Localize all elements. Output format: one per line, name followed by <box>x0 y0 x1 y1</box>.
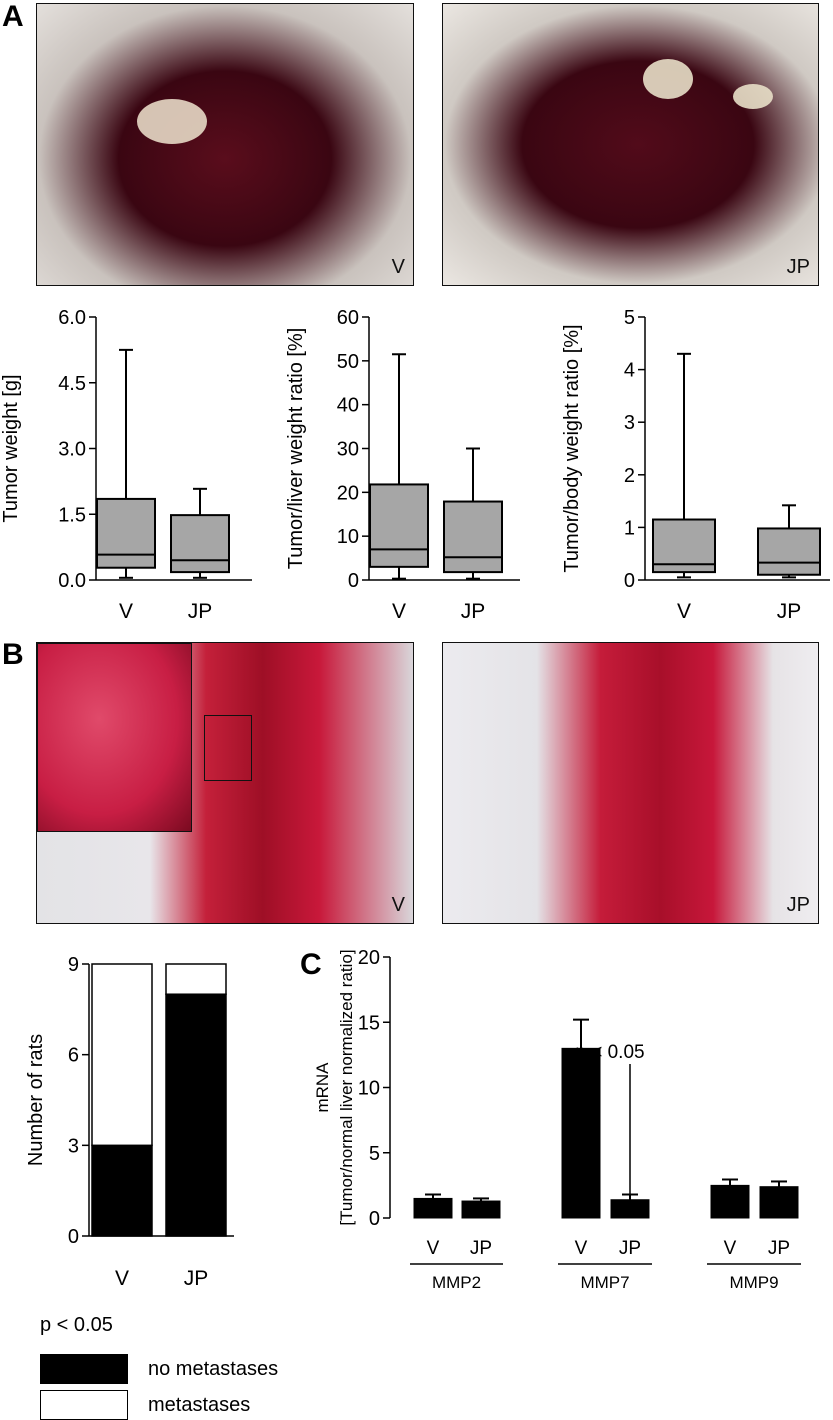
y-axis-label: Number of rats <box>25 1034 47 1166</box>
y-axis-label: Tumor/body weight ratio [%] <box>561 324 583 572</box>
y-tick-label: 3 <box>624 412 635 434</box>
legend-label: no metastases <box>148 1357 279 1380</box>
bar <box>610 1199 650 1219</box>
box <box>443 500 503 574</box>
x-tick-label: JP <box>188 600 213 623</box>
y-tick-label: 10 <box>358 1078 380 1100</box>
y-tick-label: 4 <box>624 360 635 382</box>
y-tick-label: 0.0 <box>58 570 86 592</box>
x-tick-label: JP <box>470 1238 492 1259</box>
group-label: MMP7 <box>580 1273 629 1292</box>
x-tick-label: JP <box>461 600 486 623</box>
x-tick-label: V <box>119 600 133 623</box>
stack-segment <box>165 993 227 1237</box>
y-tick-label: 4.5 <box>58 373 86 395</box>
y-tick-label: 30 <box>337 439 359 461</box>
y-tick-label: 40 <box>337 395 359 417</box>
photo-label: JP <box>786 256 810 278</box>
y-tick-label: 0 <box>369 1208 380 1230</box>
y-tick-label: 6 <box>68 1045 79 1067</box>
stack-segment <box>165 963 227 995</box>
legend-swatch <box>40 1390 128 1420</box>
x-tick-label: JP <box>184 1267 209 1290</box>
box <box>757 527 821 576</box>
bar <box>461 1200 501 1219</box>
y-tick-label: 9 <box>68 954 79 976</box>
x-tick-label: JP <box>619 1238 641 1259</box>
y-tick-label: 2 <box>624 465 635 487</box>
liver-photo-jp: JP <box>442 3 819 286</box>
box-chart-tumor-body-ratio: 0 1 2 3 4 5 Tumor/body weight ratio [%] V JP <box>561 307 830 623</box>
bar <box>413 1197 453 1219</box>
liver-photo-vehicle: V <box>36 3 414 286</box>
y-tick-label: 1 <box>624 517 635 539</box>
y-tick-label: 20 <box>358 947 380 969</box>
box-chart-tumor-weight: 0.0 1.5 3.0 4.5 6.0 Tumor weight [g] V JP <box>0 307 252 623</box>
significance-label: p < 0.05 <box>575 1042 644 1063</box>
panel-letter-c: C <box>300 948 322 981</box>
thorax-photo-jp: JP <box>442 642 819 924</box>
panel-letter-b: B <box>2 638 24 671</box>
photo-label: JP <box>786 894 810 916</box>
x-tick-label: JP <box>777 600 802 623</box>
y-tick-label: 10 <box>337 526 359 548</box>
y-axis-label: [Tumor/normal liver normalized ratio] <box>337 949 356 1225</box>
y-tick-label: 6.0 <box>58 307 86 329</box>
stack-segment <box>91 963 153 1147</box>
bar <box>710 1184 750 1219</box>
stack-segment <box>91 1144 153 1237</box>
group-label: MMP2 <box>432 1273 481 1292</box>
y-tick-label: 5 <box>369 1143 380 1165</box>
group-label: MMP9 <box>729 1273 778 1292</box>
y-tick-label: 3.0 <box>58 439 86 461</box>
stacked-bar-chart-rats: 0 3 6 9 Number of rats V JP <box>25 954 234 1290</box>
inset-zoom <box>37 643 192 832</box>
x-tick-label: V <box>392 600 406 623</box>
y-tick-label: 5 <box>624 307 635 329</box>
y-tick-label: 0 <box>348 570 359 592</box>
box-chart-tumor-liver-ratio: 0 10 20 30 40 50 60 Tumor/liver weight ratio [%… <box>285 307 520 623</box>
y-tick-label: 0 <box>68 1226 79 1248</box>
x-tick-label: JP <box>768 1238 790 1259</box>
box <box>369 483 429 568</box>
legend-item-no-metastases: no metastases <box>40 1354 278 1384</box>
box <box>170 514 230 574</box>
y-tick-label: 0 <box>624 570 635 592</box>
y-tick-label: 15 <box>358 1012 380 1034</box>
photo-label: V <box>391 256 405 278</box>
legend-label: metastases <box>148 1393 251 1416</box>
x-tick-label: V <box>575 1238 588 1259</box>
x-tick-label: V <box>427 1238 440 1259</box>
thorax-photo-vehicle: V <box>36 642 414 924</box>
legend-swatch <box>40 1354 128 1384</box>
p-value-label: p < 0.05 <box>40 1314 113 1336</box>
y-axis-label: mRNA <box>313 1062 332 1113</box>
x-tick-label: V <box>724 1238 737 1259</box>
bar-chart-mmp-mrna: 0 5 10 15 20 mRNA [Tumor/normal liver normaliz… <box>313 947 801 1292</box>
y-tick-label: 1.5 <box>58 504 86 526</box>
y-tick-label: 50 <box>337 351 359 373</box>
y-axis-label: Tumor weight [g] <box>0 374 22 522</box>
y-axis-label: Tumor/liver weight ratio [%] <box>285 328 307 570</box>
inset-marker-box <box>204 715 252 781</box>
legend-item-metastases: metastases <box>40 1390 250 1420</box>
photo-label: V <box>391 894 405 916</box>
y-tick-label: 60 <box>337 307 359 329</box>
y-tick-label: 20 <box>337 482 359 504</box>
box <box>96 497 156 569</box>
x-tick-label: V <box>677 600 691 623</box>
panel-letter-a: A <box>2 0 24 33</box>
y-tick-label: 3 <box>68 1135 79 1157</box>
bar <box>759 1186 799 1219</box>
x-tick-label: V <box>115 1267 129 1290</box>
